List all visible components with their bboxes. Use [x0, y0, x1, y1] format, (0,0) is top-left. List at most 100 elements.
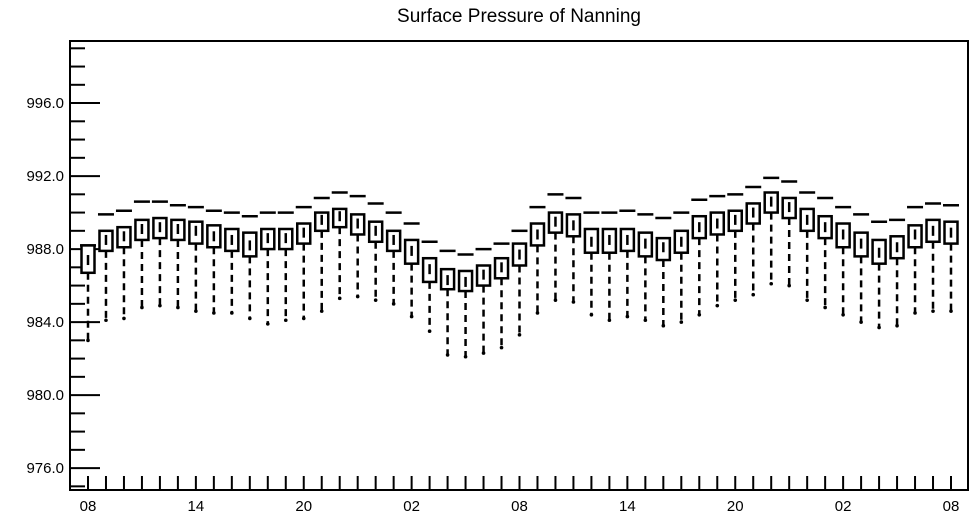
whisker-low-cap: [643, 318, 648, 323]
whisker-low-cap: [445, 353, 450, 357]
y-tick-label: 988.0: [26, 241, 64, 258]
whisker-low-cap: [625, 314, 630, 319]
box-item: [637, 213, 654, 323]
whisker-low-cap: [787, 283, 791, 288]
box-item: [259, 211, 276, 326]
whisker-low-cap: [481, 351, 486, 355]
whisker-low-cap: [535, 311, 540, 315]
x-tick-label: 14: [188, 498, 205, 515]
whisker-low-cap: [248, 316, 252, 321]
box-item: [223, 211, 240, 315]
box-item: [187, 205, 204, 313]
box-item: [781, 180, 798, 288]
box-item: [80, 244, 96, 343]
box-item: [727, 193, 744, 302]
whisker-low-cap: [176, 305, 180, 310]
box-item: [421, 240, 438, 334]
whisker-low-cap: [337, 296, 342, 301]
x-tick-label: 20: [727, 498, 744, 515]
whisker-low-cap: [841, 312, 845, 317]
y-tick-label: 976.0: [26, 460, 64, 477]
box-item: [565, 196, 582, 304]
whisker-low-cap: [158, 303, 162, 308]
whisker-low-cap: [517, 333, 522, 337]
box-item: [205, 209, 222, 315]
whisker-low-cap: [823, 305, 827, 310]
box-item: [619, 209, 636, 319]
whisker-low-cap: [913, 311, 917, 315]
box-item: [943, 204, 959, 313]
whisker-low-cap: [931, 309, 935, 313]
box-item: [403, 222, 420, 319]
box-item: [385, 211, 402, 306]
box-item: [583, 211, 600, 317]
box-item: [97, 213, 114, 323]
box-item: [295, 205, 312, 321]
whisker-low-cap: [949, 309, 953, 313]
box-item: [691, 198, 708, 317]
box-item: [529, 205, 546, 315]
x-tick-label: 14: [619, 498, 636, 515]
box-item: [799, 191, 816, 302]
box-item: [871, 220, 888, 330]
box-item: [853, 213, 870, 324]
whisker-low-cap: [265, 322, 270, 326]
whisker-low-cap: [859, 320, 863, 324]
box-item: [907, 205, 924, 315]
box-item: [169, 204, 186, 310]
box-item: [493, 242, 510, 350]
whisker-low-cap: [427, 329, 432, 334]
box-item: [889, 218, 906, 328]
y-tick-label: 984.0: [26, 314, 64, 331]
x-tick-label: 20: [295, 498, 312, 515]
whisker-low-cap: [499, 345, 504, 350]
x-tick-label: 08: [943, 498, 960, 515]
box-item: [817, 196, 834, 310]
whisker-low-cap: [86, 338, 90, 343]
box-item: [331, 191, 348, 301]
x-tick-label: 02: [835, 498, 852, 515]
box-item: [349, 194, 366, 299]
y-tick-label: 996.0: [26, 95, 64, 112]
whisker-low-cap: [607, 318, 612, 323]
whisker-low-cap: [697, 312, 702, 317]
box-item: [511, 229, 528, 337]
x-tick-label: 02: [403, 498, 420, 515]
box-item: [241, 214, 258, 321]
whisker-low-cap: [212, 311, 216, 315]
whisker-low-cap: [373, 298, 378, 302]
whisker-low-cap: [194, 309, 198, 313]
whisker-low-cap: [391, 302, 396, 306]
box-item: [313, 196, 330, 313]
box-item: [655, 216, 672, 328]
box-item: [367, 202, 384, 302]
box-item: [673, 211, 690, 324]
box-item: [745, 185, 762, 297]
whisker-low-cap: [895, 323, 899, 328]
box-item: [277, 211, 294, 323]
whisker-low-cap: [463, 354, 468, 359]
box-series: [80, 176, 959, 359]
y-tick-label: 980.0: [26, 387, 64, 404]
whisker-low-cap: [877, 325, 881, 330]
whisker-low-cap: [751, 292, 756, 297]
y-axis: 976.0 980.0 984.0 988.0 992.0 996.0: [26, 47, 100, 488]
x-tick-label: 08: [511, 498, 528, 515]
whisker-low-cap: [122, 316, 126, 321]
box-item: [457, 253, 474, 359]
box-item: [547, 193, 564, 302]
box-item: [763, 176, 780, 286]
whisker-low-cap: [319, 309, 324, 313]
box-item: [115, 209, 132, 321]
box-item: [835, 205, 852, 317]
box-item: [709, 194, 726, 308]
whisker-low-cap: [805, 298, 809, 302]
whisker-low-cap: [355, 294, 360, 299]
whisker-low-cap: [553, 298, 558, 302]
whisker-low-cap: [283, 318, 288, 323]
whisker-low-cap: [769, 281, 774, 286]
chart-title: Surface Pressure of Nanning: [397, 6, 641, 27]
whisker-low-cap: [589, 312, 594, 317]
